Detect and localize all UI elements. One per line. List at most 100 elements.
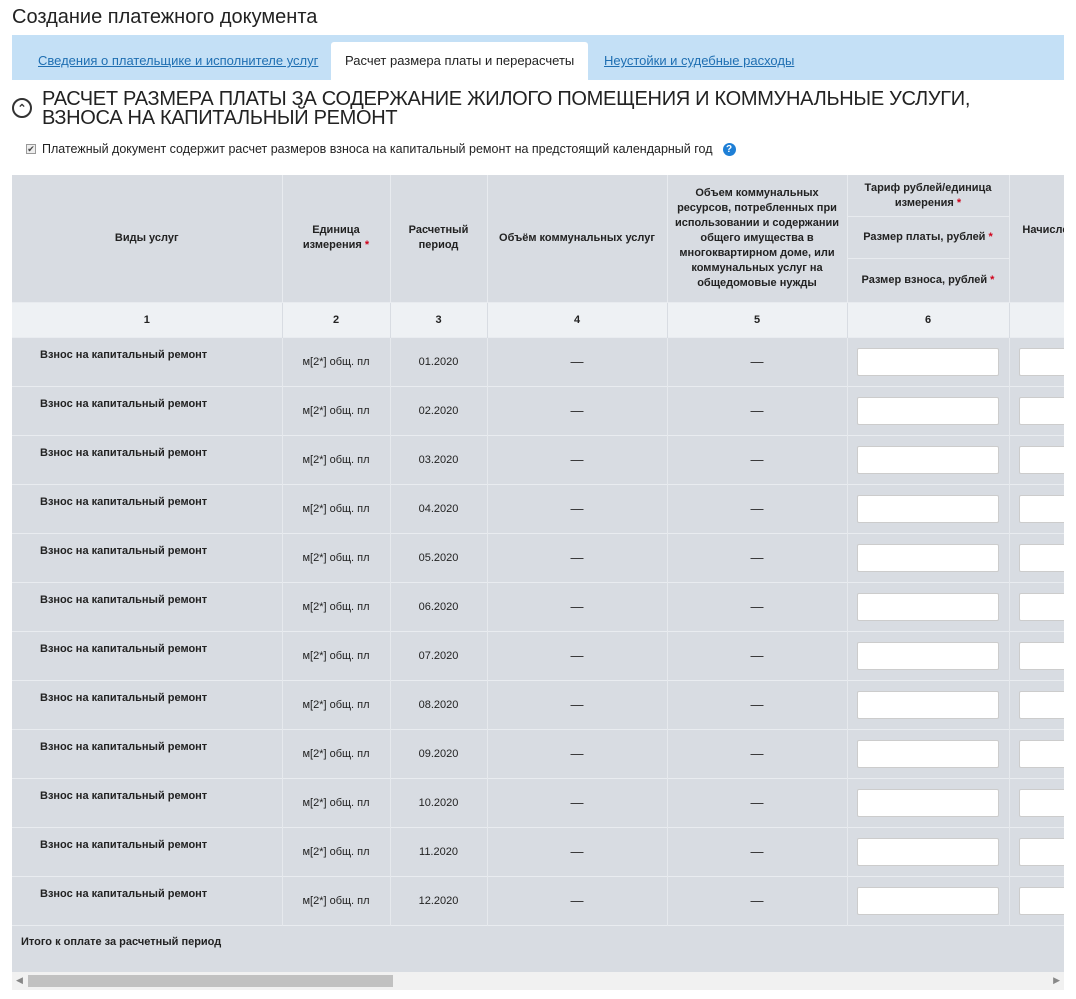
- tab-penalties-link[interactable]: Неустойки и судебные расходы: [604, 53, 795, 68]
- collapse-chevron-up-icon[interactable]: ⌃: [12, 98, 32, 118]
- volume: —: [487, 336, 668, 386]
- tariff-input[interactable]: [857, 788, 999, 817]
- period: 02.2020: [390, 385, 488, 435]
- service-name: Взнос на капитальный ремонт: [12, 434, 283, 484]
- table-row: Взнос на капитальный ремонт м[2*] общ. п…: [12, 581, 1064, 631]
- col-number: 3: [390, 301, 488, 337]
- tariff-cell: [847, 581, 1010, 631]
- header-accrued: Начислено за расчетный период: [1009, 175, 1064, 302]
- volume: —: [487, 630, 668, 680]
- tariff-input[interactable]: [857, 641, 999, 670]
- accrued-input[interactable]: [1018, 347, 1064, 376]
- accrued-cell: [1009, 728, 1064, 778]
- tariff-cell: [847, 483, 1010, 533]
- volume: —: [487, 679, 668, 729]
- accrued-cell: [1009, 434, 1064, 484]
- accrued-input[interactable]: [1018, 445, 1064, 474]
- volume: —: [487, 728, 668, 778]
- period: 10.2020: [390, 777, 488, 827]
- period: 05.2020: [390, 532, 488, 582]
- accrued-input[interactable]: [1018, 396, 1064, 425]
- accrued-input[interactable]: [1018, 886, 1064, 915]
- accrued-cell: [1009, 483, 1064, 533]
- capital-repair-checkbox[interactable]: ✔: [26, 144, 36, 154]
- header-contribution-size: Размер взноса, рублей *: [861, 273, 995, 286]
- volume: —: [487, 826, 668, 876]
- common-volume: —: [667, 483, 848, 533]
- table-row: Взнос на капитальный ремонт м[2*] общ. п…: [12, 777, 1064, 827]
- tariff-cell: [847, 777, 1010, 827]
- volume: —: [487, 875, 668, 925]
- accrued-input[interactable]: [1018, 543, 1064, 572]
- col-number: [1009, 301, 1064, 337]
- checkbox-label: Платежный документ содержит расчет разме…: [42, 142, 713, 156]
- accrued-input[interactable]: [1018, 690, 1064, 719]
- tab-payer-info-link[interactable]: Сведения о плательщике и исполнителе усл…: [38, 53, 319, 68]
- table-row: Взнос на капитальный ремонт м[2*] общ. п…: [12, 385, 1064, 435]
- scroll-left-arrow-icon[interactable]: ◀: [16, 975, 23, 985]
- unit: м[2*] общ. пл: [282, 630, 391, 680]
- tariff-cell: [847, 385, 1010, 435]
- accrued-cell: [1009, 679, 1064, 729]
- common-volume: —: [667, 630, 848, 680]
- total-row: Итого к оплате за расчетный период: [12, 924, 1064, 972]
- accrued-input[interactable]: [1018, 739, 1064, 768]
- volume: —: [487, 581, 668, 631]
- table-row: Взнос на капитальный ремонт м[2*] общ. п…: [12, 875, 1064, 925]
- column-numbers-row: 1 2 3 4 5 6: [12, 301, 1064, 337]
- accrued-input[interactable]: [1018, 494, 1064, 523]
- common-volume: —: [667, 826, 848, 876]
- accrued-input[interactable]: [1018, 837, 1064, 866]
- accrued-cell: [1009, 875, 1064, 925]
- tariff-cell: [847, 826, 1010, 876]
- period: 01.2020: [390, 336, 488, 386]
- table-row: Взнос на капитальный ремонт м[2*] общ. п…: [12, 826, 1064, 876]
- table-row: Взнос на капитальный ремонт м[2*] общ. п…: [12, 434, 1064, 484]
- header-unit: Единица измерения *: [282, 175, 391, 302]
- help-icon[interactable]: ?: [722, 142, 736, 156]
- period: 08.2020: [390, 679, 488, 729]
- accrued-input[interactable]: [1018, 788, 1064, 817]
- header-service: Виды услуг: [12, 175, 283, 302]
- header-volume: Объём коммунальных услуг: [487, 175, 668, 302]
- accrued-cell: [1009, 385, 1064, 435]
- period: 06.2020: [390, 581, 488, 631]
- tab-payment-calc[interactable]: Расчет размера платы и перерасчеты: [331, 42, 589, 80]
- table-row: Взнос на капитальный ремонт м[2*] общ. п…: [12, 728, 1064, 778]
- header-tariff-rate: Тариф рублей/единица измерения *: [847, 175, 1009, 218]
- tariff-cell: [847, 875, 1010, 925]
- tariff-input[interactable]: [857, 347, 999, 376]
- service-name: Взнос на капитальный ремонт: [12, 777, 283, 827]
- service-name: Взнос на капитальный ремонт: [12, 630, 283, 680]
- service-name: Взнос на капитальный ремонт: [12, 581, 283, 631]
- common-volume: —: [667, 532, 848, 582]
- tariff-input[interactable]: [857, 739, 999, 768]
- horizontal-scrollbar[interactable]: ◀ ▶: [12, 972, 1064, 990]
- service-name: Взнос на капитальный ремонт: [12, 532, 283, 582]
- volume: —: [487, 777, 668, 827]
- unit: м[2*] общ. пл: [282, 483, 391, 533]
- tariff-input[interactable]: [857, 592, 999, 621]
- tab-payer-info[interactable]: Сведения о плательщике и исполнителе усл…: [24, 42, 332, 80]
- tariff-input[interactable]: [857, 543, 999, 572]
- common-volume: —: [667, 679, 848, 729]
- accrued-cell: [1009, 630, 1064, 680]
- service-name: Взнос на капитальный ремонт: [12, 728, 283, 778]
- accrued-input[interactable]: [1018, 641, 1064, 670]
- scrollbar-thumb[interactable]: [28, 975, 393, 987]
- tariff-input[interactable]: [857, 445, 999, 474]
- tariff-input[interactable]: [857, 837, 999, 866]
- tariff-cell: [847, 630, 1010, 680]
- tab-penalties[interactable]: Неустойки и судебные расходы: [590, 42, 808, 80]
- accrued-input[interactable]: [1018, 592, 1064, 621]
- tariff-input[interactable]: [857, 690, 999, 719]
- tariff-input[interactable]: [857, 396, 999, 425]
- col-number: 5: [667, 301, 848, 337]
- tariff-input[interactable]: [857, 886, 999, 915]
- scroll-right-arrow-icon[interactable]: ▶: [1053, 975, 1060, 985]
- total-label: Итого к оплате за расчетный период: [12, 924, 1064, 972]
- common-volume: —: [667, 875, 848, 925]
- service-name: Взнос на капитальный ремонт: [12, 385, 283, 435]
- tariff-input[interactable]: [857, 494, 999, 523]
- unit: м[2*] общ. пл: [282, 875, 391, 925]
